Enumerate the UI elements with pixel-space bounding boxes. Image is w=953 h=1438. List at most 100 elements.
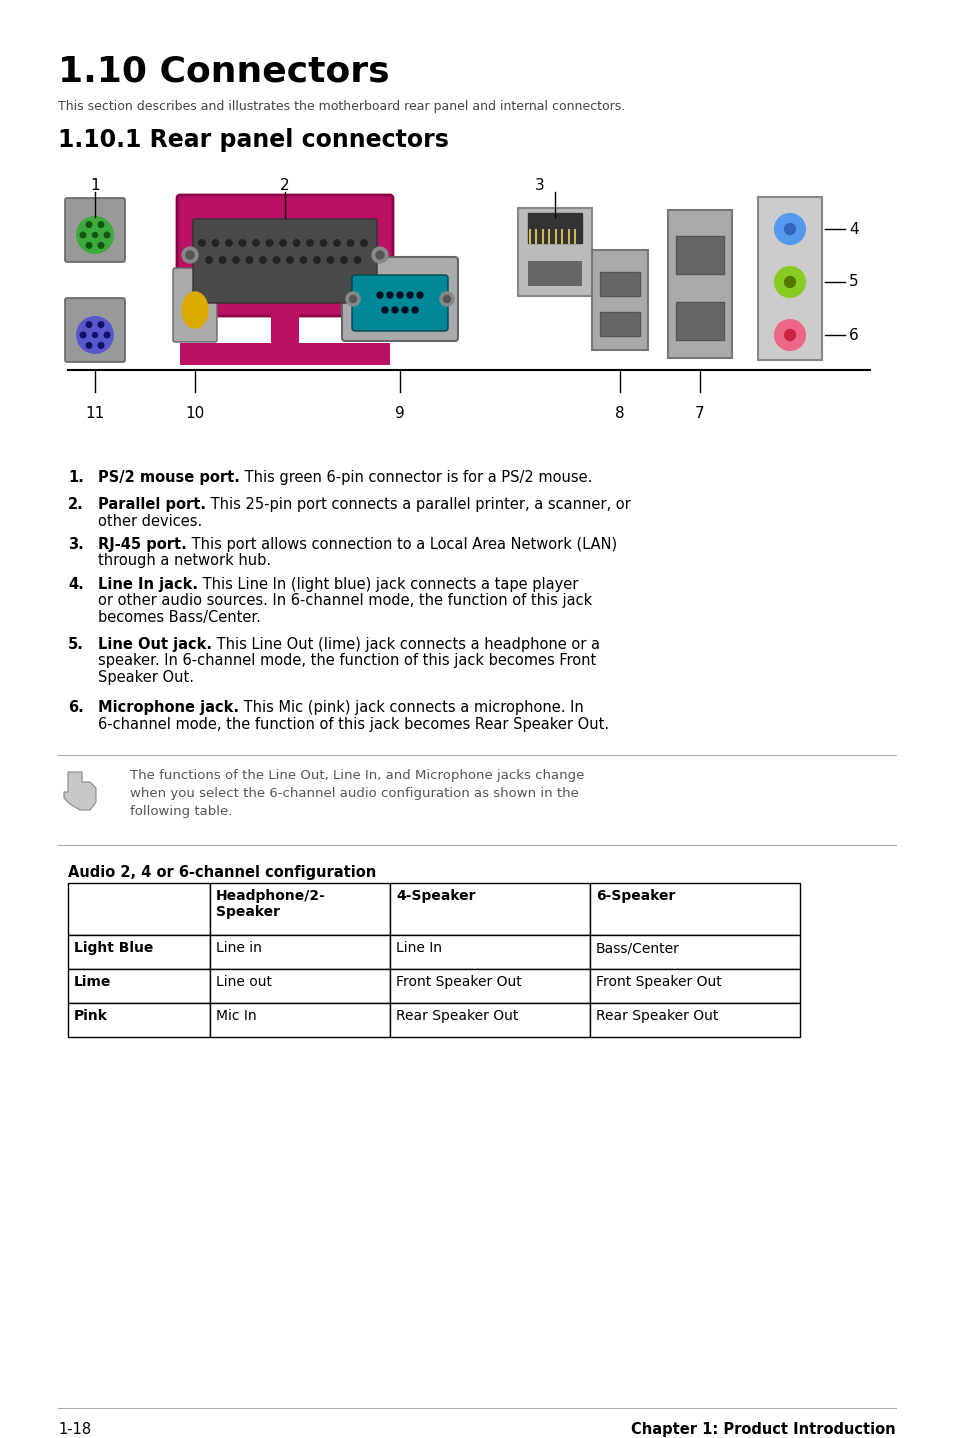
Text: 1-18: 1-18 <box>58 1422 91 1437</box>
Text: Headphone/2-
Speaker: Headphone/2- Speaker <box>215 889 326 919</box>
Text: 3: 3 <box>535 178 544 193</box>
Bar <box>68 969 210 1002</box>
Bar <box>390 935 589 969</box>
Text: Lime: Lime <box>74 975 112 989</box>
Circle shape <box>372 247 388 263</box>
Text: 5: 5 <box>848 275 858 289</box>
Circle shape <box>104 332 110 338</box>
Circle shape <box>346 292 359 306</box>
Circle shape <box>98 221 104 227</box>
Bar <box>527 213 581 243</box>
Circle shape <box>349 295 356 302</box>
Circle shape <box>392 306 397 313</box>
Circle shape <box>307 240 313 246</box>
Circle shape <box>783 223 795 234</box>
Circle shape <box>300 257 306 263</box>
Bar <box>517 209 592 296</box>
Bar <box>390 1002 589 1037</box>
Circle shape <box>86 221 91 227</box>
Circle shape <box>239 240 246 246</box>
Text: 3.: 3. <box>68 536 84 552</box>
Circle shape <box>774 321 804 349</box>
Text: 10: 10 <box>185 406 204 421</box>
Circle shape <box>104 232 110 237</box>
Circle shape <box>401 306 408 313</box>
Text: This 25-pin port connects a parallel printer, a scanner, or: This 25-pin port connects a parallel pri… <box>206 498 630 512</box>
Text: Light Blue: Light Blue <box>74 940 153 955</box>
Text: other devices.: other devices. <box>98 513 202 529</box>
Text: becomes Bass/Center.: becomes Bass/Center. <box>98 610 260 626</box>
Text: speaker. In 6-channel mode, the function of this jack becomes Front: speaker. In 6-channel mode, the function… <box>98 653 596 669</box>
Ellipse shape <box>182 292 208 328</box>
FancyBboxPatch shape <box>193 219 376 303</box>
Circle shape <box>213 240 218 246</box>
Text: 8: 8 <box>615 406 624 421</box>
Circle shape <box>98 243 104 249</box>
Circle shape <box>98 322 104 328</box>
FancyBboxPatch shape <box>65 198 125 262</box>
Circle shape <box>287 257 293 263</box>
Bar <box>271 313 298 365</box>
Bar <box>68 883 210 935</box>
Text: This Line In (light blue) jack connects a tape player: This Line In (light blue) jack connects … <box>198 577 578 592</box>
Circle shape <box>86 322 91 328</box>
Text: 2: 2 <box>280 178 290 193</box>
Text: Microphone jack.: Microphone jack. <box>98 700 239 715</box>
Bar <box>210 883 390 935</box>
Circle shape <box>327 257 334 263</box>
Circle shape <box>279 240 286 246</box>
Text: 4: 4 <box>848 221 858 236</box>
Text: 6-channel mode, the function of this jack becomes Rear Speaker Out.: 6-channel mode, the function of this jac… <box>98 716 608 732</box>
Text: PS/2 mouse port.: PS/2 mouse port. <box>98 470 239 485</box>
Text: The functions of the Line Out, Line In, and Microphone jacks change
when you sel: The functions of the Line Out, Line In, … <box>130 769 584 818</box>
Text: Audio 2, 4 or 6-channel configuration: Audio 2, 4 or 6-channel configuration <box>68 866 375 880</box>
Text: through a network hub.: through a network hub. <box>98 554 271 568</box>
Circle shape <box>98 342 104 348</box>
Text: Line In: Line In <box>395 940 441 955</box>
Bar <box>68 1002 210 1037</box>
Circle shape <box>259 257 266 263</box>
Text: Chapter 1: Product Introduction: Chapter 1: Product Introduction <box>631 1422 895 1437</box>
Circle shape <box>360 240 367 246</box>
Circle shape <box>314 257 320 263</box>
Bar <box>68 935 210 969</box>
Text: 1.: 1. <box>68 470 84 485</box>
Bar <box>589 883 800 935</box>
Text: This green 6-pin connector is for a PS/2 mouse.: This green 6-pin connector is for a PS/2… <box>239 470 592 485</box>
Text: Bass/Center: Bass/Center <box>596 940 679 955</box>
Bar <box>390 883 589 935</box>
Circle shape <box>381 306 388 313</box>
Text: 4-Speaker: 4-Speaker <box>395 889 475 903</box>
Text: Line In jack.: Line In jack. <box>98 577 198 592</box>
Text: Line in: Line in <box>215 940 262 955</box>
Bar <box>676 302 723 339</box>
Circle shape <box>376 292 382 298</box>
Circle shape <box>443 295 450 302</box>
Circle shape <box>407 292 413 298</box>
Circle shape <box>375 252 384 259</box>
Circle shape <box>80 232 86 237</box>
Circle shape <box>86 243 91 249</box>
Text: or other audio sources. In 6-channel mode, the function of this jack: or other audio sources. In 6-channel mod… <box>98 594 592 608</box>
Bar <box>210 1002 390 1037</box>
Bar <box>210 935 390 969</box>
Text: 4.: 4. <box>68 577 84 592</box>
Circle shape <box>186 252 193 259</box>
Circle shape <box>86 342 91 348</box>
Text: Front Speaker Out: Front Speaker Out <box>596 975 721 989</box>
Text: 6: 6 <box>848 328 858 342</box>
Circle shape <box>293 240 299 246</box>
Circle shape <box>783 276 795 288</box>
Circle shape <box>387 292 393 298</box>
Text: 2.: 2. <box>68 498 84 512</box>
Text: Rear Speaker Out: Rear Speaker Out <box>395 1009 517 1022</box>
Bar <box>589 935 800 969</box>
Bar <box>676 236 723 275</box>
Bar <box>667 210 731 358</box>
Bar <box>390 969 589 1002</box>
Circle shape <box>233 257 239 263</box>
Text: Mic In: Mic In <box>215 1009 256 1022</box>
Text: 1: 1 <box>91 178 100 193</box>
Circle shape <box>340 257 347 263</box>
Text: 7: 7 <box>695 406 704 421</box>
